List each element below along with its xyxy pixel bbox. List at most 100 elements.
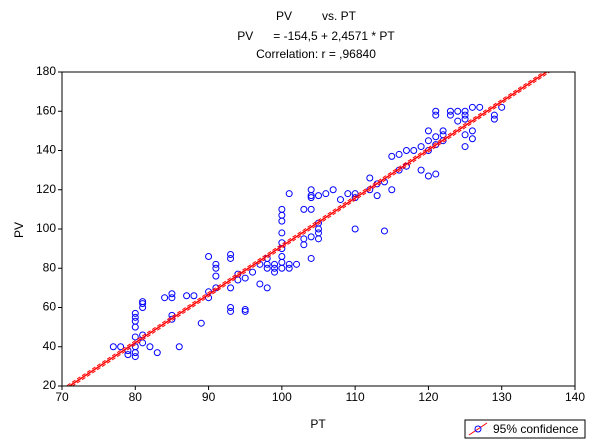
data-point [402,147,410,154]
data-point [227,304,235,311]
y-tick-label: 100 [36,221,56,235]
x-tick-label: 120 [418,390,438,404]
data-point [432,107,440,115]
data-point [263,264,271,272]
data-point [454,107,462,115]
data-point [168,294,176,302]
y-tick-label: 140 [36,143,56,157]
data-point [461,111,469,119]
data-point [446,107,454,115]
data-point [476,103,484,111]
y-tick-label: 40 [43,339,57,353]
data-point [380,227,388,235]
data-point [241,307,249,315]
data-point [183,292,191,300]
data-point [227,251,235,259]
data-point [351,225,359,233]
y-tick-label: 180 [36,64,56,78]
data-point [388,152,396,160]
data-point [424,127,432,135]
data-point [461,115,469,123]
data-point [285,190,293,198]
data-point [249,268,257,276]
data-point [432,111,440,119]
data-point [285,260,293,268]
data-point [424,137,432,145]
data-point [168,315,176,323]
data-point [468,127,476,135]
legend-box [464,419,586,439]
data-point [336,196,344,204]
data-point [417,143,425,151]
data-point [256,280,264,288]
data-point [175,343,183,351]
annotation: Correlation: r = ,96840 [256,47,376,61]
confidence-band [71,72,551,386]
data-point [461,131,469,139]
data-point [190,292,198,300]
plot-frame [61,71,576,387]
chart-title: PV vs. PT [276,9,357,23]
data-point [373,192,381,200]
plot-area [65,72,551,386]
data-point [461,143,469,151]
x-tick-label: 70 [55,390,69,404]
data-point [161,294,169,302]
data-point [498,103,506,111]
data-point [227,307,235,315]
data-point [307,205,315,213]
data-point [432,133,440,141]
data-point [263,260,271,268]
data-point [278,229,286,237]
data-point [124,351,132,359]
data-point [329,186,337,194]
data-point [388,186,396,194]
data-point [461,107,469,115]
x-tick-label: 100 [272,390,292,404]
data-point [395,150,403,158]
data-point [131,309,139,317]
data-point [410,147,418,154]
y-axis-label: PV [12,222,26,238]
data-point [468,103,476,111]
legend-marker [474,425,482,433]
x-tick-label: 90 [202,390,216,404]
chart-subtitle: PV = -154,5 + 2,4571 * PT [237,29,395,43]
data-point [307,194,315,202]
data-point [271,264,279,272]
data-point [424,172,432,180]
data-point [307,233,315,241]
data-point [490,115,498,123]
x-tick-label: 140 [565,390,585,404]
y-tick-label: 160 [36,103,56,117]
data-point [131,353,139,361]
data-point [263,284,271,292]
data-point [315,192,322,200]
data-point [278,205,286,213]
data-point [139,300,147,308]
data-point [278,252,286,260]
data-point [315,229,322,237]
data-point [454,117,462,125]
data-point [227,284,235,292]
data-point [109,343,117,351]
data-point [344,190,352,198]
data-point [139,298,147,306]
data-point [131,317,139,325]
data-point [146,343,154,351]
data-point [322,190,330,198]
y-tick-label: 80 [43,260,57,274]
confidence-band [65,72,545,386]
legend-label: 95% confidence [493,422,579,436]
y-tick-label: 20 [43,378,57,392]
x-tick-label: 80 [129,390,143,404]
data-point [439,127,447,135]
data-point [307,192,315,200]
data-point [285,264,293,272]
data-point [131,313,139,321]
data-point [227,254,235,262]
x-tick-label: 110 [346,390,365,404]
x-axis-label: PT [310,417,326,431]
